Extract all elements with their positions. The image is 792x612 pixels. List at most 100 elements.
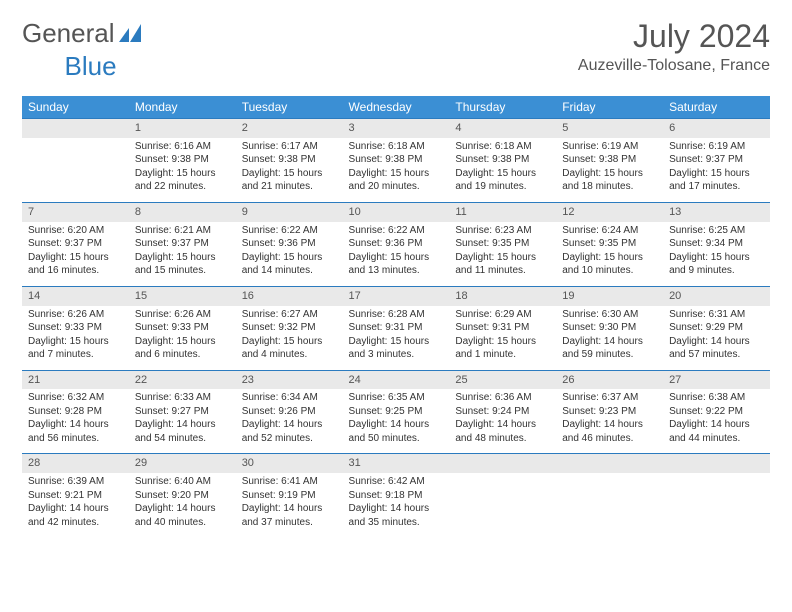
brand-logo: General (22, 18, 147, 49)
day-number: 22 (129, 370, 236, 390)
day-body: Sunrise: 6:34 AMSunset: 9:26 PMDaylight:… (236, 389, 343, 453)
day-number (449, 453, 556, 473)
day-body: Sunrise: 6:23 AMSunset: 9:35 PMDaylight:… (449, 222, 556, 286)
weekday-header: Wednesday (343, 96, 450, 118)
sunrise-text: Sunrise: 6:16 AM (135, 140, 230, 154)
sunset-text: Sunset: 9:28 PM (28, 405, 123, 419)
sunset-text: Sunset: 9:33 PM (28, 321, 123, 335)
day-number: 17 (343, 286, 450, 306)
weekday-header: Thursday (449, 96, 556, 118)
sunrise-text: Sunrise: 6:28 AM (349, 308, 444, 322)
day-number: 30 (236, 453, 343, 473)
calendar-day: 5Sunrise: 6:19 AMSunset: 9:38 PMDaylight… (556, 118, 663, 202)
calendar-day: 12Sunrise: 6:24 AMSunset: 9:35 PMDayligh… (556, 202, 663, 286)
daylight-text: Daylight: 14 hours and 50 minutes. (349, 418, 444, 445)
weekday-row: SundayMondayTuesdayWednesdayThursdayFrid… (22, 96, 770, 118)
daylight-text: Daylight: 14 hours and 56 minutes. (28, 418, 123, 445)
daylight-text: Daylight: 15 hours and 14 minutes. (242, 251, 337, 278)
calendar-day (449, 453, 556, 537)
day-body: Sunrise: 6:38 AMSunset: 9:22 PMDaylight:… (663, 389, 770, 453)
sunset-text: Sunset: 9:33 PM (135, 321, 230, 335)
day-number: 28 (22, 453, 129, 473)
sunset-text: Sunset: 9:37 PM (135, 237, 230, 251)
sunset-text: Sunset: 9:38 PM (562, 153, 657, 167)
sunset-text: Sunset: 9:24 PM (455, 405, 550, 419)
sunrise-text: Sunrise: 6:25 AM (669, 224, 764, 238)
daylight-text: Daylight: 14 hours and 46 minutes. (562, 418, 657, 445)
day-number: 25 (449, 370, 556, 390)
day-number: 26 (556, 370, 663, 390)
day-number: 2 (236, 118, 343, 138)
weekday-header: Monday (129, 96, 236, 118)
day-number: 11 (449, 202, 556, 222)
calendar-day: 27Sunrise: 6:38 AMSunset: 9:22 PMDayligh… (663, 370, 770, 454)
sunrise-text: Sunrise: 6:26 AM (135, 308, 230, 322)
day-body: Sunrise: 6:25 AMSunset: 9:34 PMDaylight:… (663, 222, 770, 286)
calendar-day (22, 118, 129, 202)
day-body: Sunrise: 6:16 AMSunset: 9:38 PMDaylight:… (129, 138, 236, 202)
daylight-text: Daylight: 14 hours and 40 minutes. (135, 502, 230, 529)
sunrise-text: Sunrise: 6:31 AM (669, 308, 764, 322)
calendar-day: 11Sunrise: 6:23 AMSunset: 9:35 PMDayligh… (449, 202, 556, 286)
day-number: 7 (22, 202, 129, 222)
day-number: 19 (556, 286, 663, 306)
calendar-week: 21Sunrise: 6:32 AMSunset: 9:28 PMDayligh… (22, 370, 770, 454)
sunrise-text: Sunrise: 6:24 AM (562, 224, 657, 238)
calendar-day: 1Sunrise: 6:16 AMSunset: 9:38 PMDaylight… (129, 118, 236, 202)
calendar-day: 19Sunrise: 6:30 AMSunset: 9:30 PMDayligh… (556, 286, 663, 370)
calendar-day: 13Sunrise: 6:25 AMSunset: 9:34 PMDayligh… (663, 202, 770, 286)
day-number: 5 (556, 118, 663, 138)
day-body: Sunrise: 6:26 AMSunset: 9:33 PMDaylight:… (129, 306, 236, 370)
sunset-text: Sunset: 9:37 PM (669, 153, 764, 167)
day-body: Sunrise: 6:32 AMSunset: 9:28 PMDaylight:… (22, 389, 129, 453)
sunset-text: Sunset: 9:37 PM (28, 237, 123, 251)
day-number: 18 (449, 286, 556, 306)
sunset-text: Sunset: 9:38 PM (242, 153, 337, 167)
daylight-text: Daylight: 15 hours and 20 minutes. (349, 167, 444, 194)
daylight-text: Daylight: 14 hours and 44 minutes. (669, 418, 764, 445)
day-number: 27 (663, 370, 770, 390)
daylight-text: Daylight: 15 hours and 7 minutes. (28, 335, 123, 362)
sunset-text: Sunset: 9:30 PM (562, 321, 657, 335)
sunset-text: Sunset: 9:22 PM (669, 405, 764, 419)
sunset-text: Sunset: 9:29 PM (669, 321, 764, 335)
sunset-text: Sunset: 9:18 PM (349, 489, 444, 503)
sunrise-text: Sunrise: 6:32 AM (28, 391, 123, 405)
sunrise-text: Sunrise: 6:23 AM (455, 224, 550, 238)
calendar-day: 26Sunrise: 6:37 AMSunset: 9:23 PMDayligh… (556, 370, 663, 454)
sunrise-text: Sunrise: 6:18 AM (349, 140, 444, 154)
day-number: 16 (236, 286, 343, 306)
daylight-text: Daylight: 14 hours and 54 minutes. (135, 418, 230, 445)
daylight-text: Daylight: 15 hours and 4 minutes. (242, 335, 337, 362)
sunrise-text: Sunrise: 6:21 AM (135, 224, 230, 238)
daylight-text: Daylight: 14 hours and 59 minutes. (562, 335, 657, 362)
brand-part1: General (22, 18, 115, 49)
calendar-day: 14Sunrise: 6:26 AMSunset: 9:33 PMDayligh… (22, 286, 129, 370)
sunrise-text: Sunrise: 6:22 AM (242, 224, 337, 238)
calendar-day: 20Sunrise: 6:31 AMSunset: 9:29 PMDayligh… (663, 286, 770, 370)
sunset-text: Sunset: 9:38 PM (455, 153, 550, 167)
daylight-text: Daylight: 15 hours and 18 minutes. (562, 167, 657, 194)
day-body: Sunrise: 6:17 AMSunset: 9:38 PMDaylight:… (236, 138, 343, 202)
calendar-body: 1Sunrise: 6:16 AMSunset: 9:38 PMDaylight… (22, 118, 770, 537)
sunset-text: Sunset: 9:35 PM (562, 237, 657, 251)
day-number: 31 (343, 453, 450, 473)
daylight-text: Daylight: 15 hours and 15 minutes. (135, 251, 230, 278)
daylight-text: Daylight: 14 hours and 48 minutes. (455, 418, 550, 445)
day-number: 13 (663, 202, 770, 222)
daylight-text: Daylight: 15 hours and 22 minutes. (135, 167, 230, 194)
day-body: Sunrise: 6:21 AMSunset: 9:37 PMDaylight:… (129, 222, 236, 286)
day-body (22, 138, 129, 198)
daylight-text: Daylight: 15 hours and 1 minute. (455, 335, 550, 362)
daylight-text: Daylight: 15 hours and 21 minutes. (242, 167, 337, 194)
daylight-text: Daylight: 14 hours and 52 minutes. (242, 418, 337, 445)
sunset-text: Sunset: 9:31 PM (455, 321, 550, 335)
day-body: Sunrise: 6:37 AMSunset: 9:23 PMDaylight:… (556, 389, 663, 453)
sunset-text: Sunset: 9:20 PM (135, 489, 230, 503)
daylight-text: Daylight: 15 hours and 3 minutes. (349, 335, 444, 362)
title-block: July 2024 Auzeville-Tolosane, France (578, 18, 770, 75)
calendar-week: 14Sunrise: 6:26 AMSunset: 9:33 PMDayligh… (22, 286, 770, 370)
day-number: 29 (129, 453, 236, 473)
calendar-day: 21Sunrise: 6:32 AMSunset: 9:28 PMDayligh… (22, 370, 129, 454)
day-body: Sunrise: 6:19 AMSunset: 9:37 PMDaylight:… (663, 138, 770, 202)
